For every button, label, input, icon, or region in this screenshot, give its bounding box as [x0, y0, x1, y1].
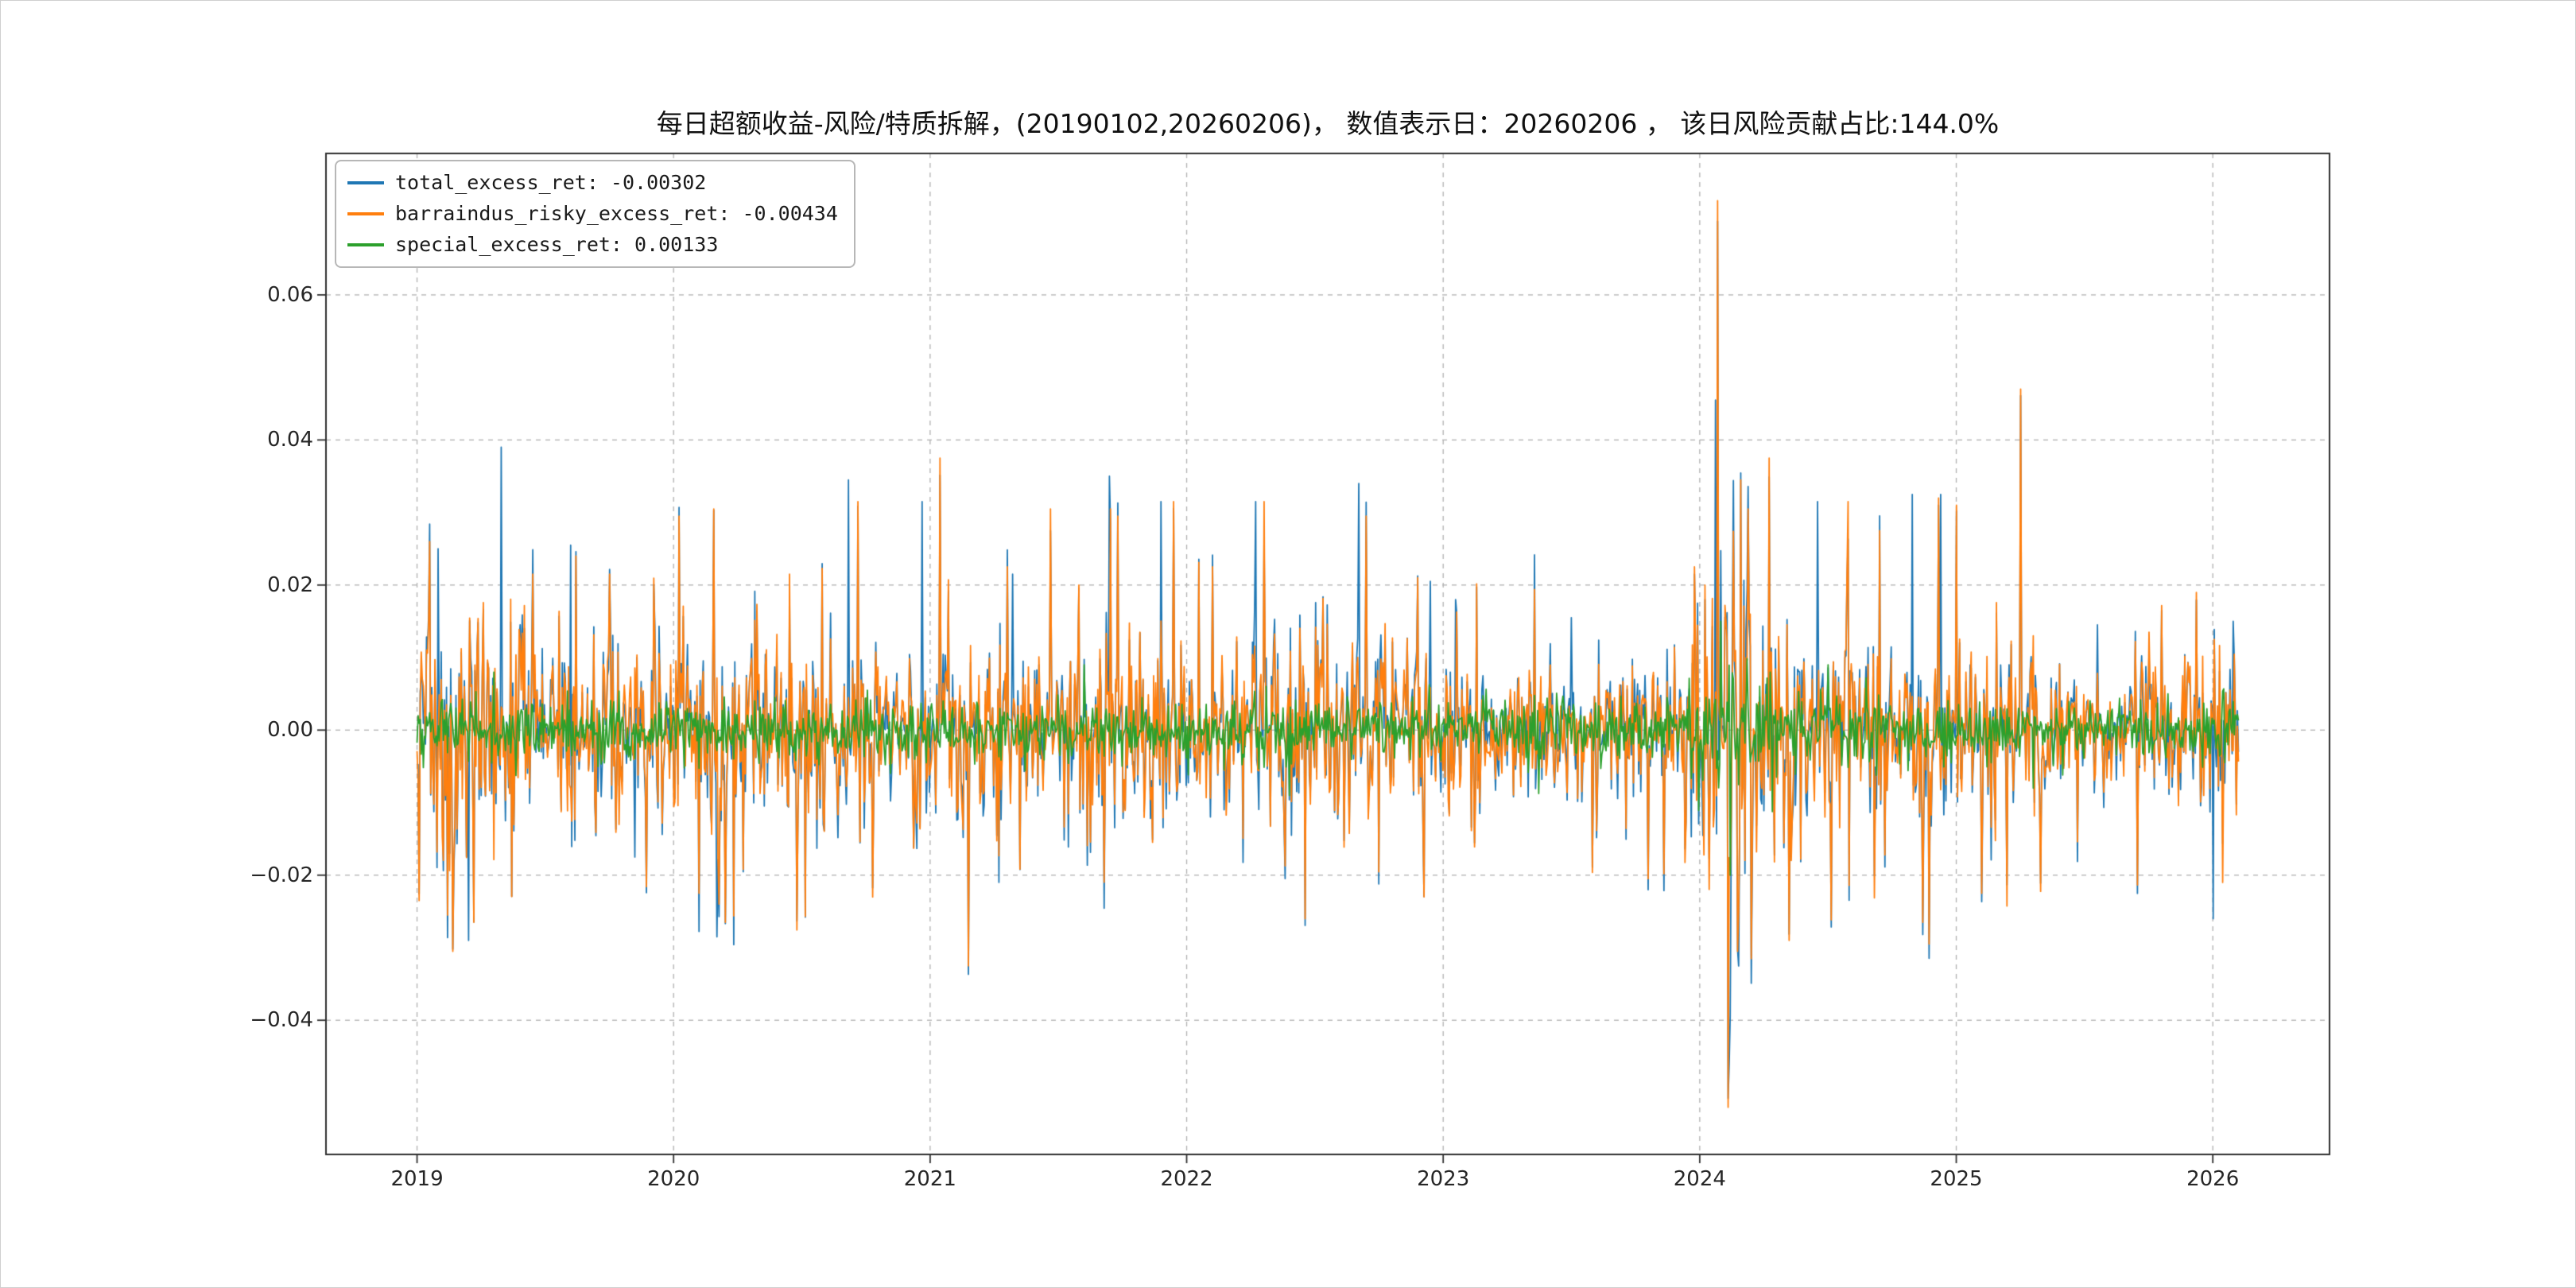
x-tick-label: 2021 [903, 1167, 956, 1191]
legend: total_excess_ret: -0.00302 barraindus_ri… [335, 160, 855, 268]
legend-line-swatch-special [347, 243, 384, 246]
legend-line-swatch-total [347, 181, 384, 184]
y-tick-label: 0.06 [267, 282, 313, 307]
legend-line-swatch-risky [347, 212, 384, 215]
legend-label-risky: barraindus_risky_excess_ret: -0.00434 [395, 202, 838, 225]
y-tick-label: −0.04 [250, 1008, 313, 1033]
x-tick-label: 2019 [390, 1167, 444, 1191]
y-tick-label: 0.04 [267, 428, 313, 452]
y-tick-label: 0.02 [267, 572, 313, 597]
y-axis: 0.06 0.04 0.02 0.00 −0.02 −0.04 [0, 0, 313, 1288]
x-tick-label: 2020 [647, 1167, 700, 1191]
legend-item-special-excess-ret: special_excess_ret: 0.00133 [347, 233, 838, 257]
y-tick-label: −0.02 [250, 863, 313, 887]
legend-label-total: total_excess_ret: -0.00302 [395, 171, 707, 194]
legend-label-special: special_excess_ret: 0.00133 [395, 233, 719, 256]
chart-title: 每日超额收益-风险/特质拆解，(20190102,20260206)， 数值表示… [656, 108, 2000, 139]
x-tick-label: 2023 [1417, 1167, 1470, 1191]
x-tick-label: 2026 [2186, 1167, 2240, 1191]
x-tick-label: 2025 [1930, 1167, 1983, 1191]
x-tick-label: 2022 [1160, 1167, 1213, 1191]
legend-item-barraindus-risky-excess-ret: barraindus_risky_excess_ret: -0.00434 [347, 202, 838, 226]
legend-item-total-excess-ret: total_excess_ret: -0.00302 [347, 171, 838, 195]
y-tick-label: 0.00 [267, 718, 313, 743]
x-tick-label: 2024 [1673, 1167, 1726, 1191]
